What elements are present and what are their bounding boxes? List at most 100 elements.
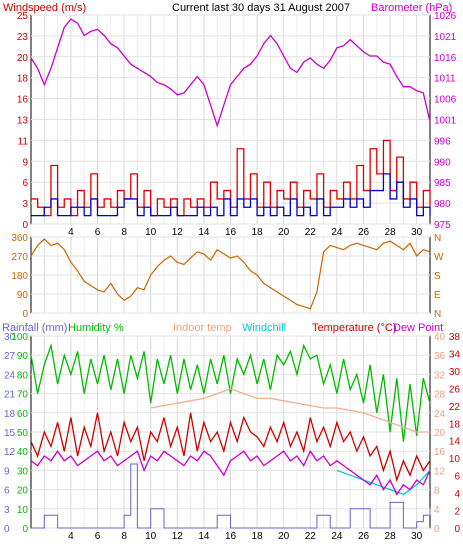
tick-label-rain: 6 xyxy=(4,486,10,497)
tick-label-right-a: 8 xyxy=(434,486,440,497)
tick-label-right-b: 34 xyxy=(449,349,461,360)
tick-label-right: 985 xyxy=(434,178,451,189)
tick-label-left: 0 xyxy=(22,524,28,535)
tick-label-left: 60 xyxy=(17,409,29,420)
tick-label-rain: 18 xyxy=(4,409,16,420)
tick-label-left: 23 xyxy=(17,32,29,43)
tick-label-rain: 15 xyxy=(4,428,16,439)
x-tick-label: 6 xyxy=(95,531,101,542)
tick-label-right-b: 22 xyxy=(449,402,461,413)
tick-label-right-b: 4 xyxy=(454,489,460,500)
x-tick-label: 16 xyxy=(225,227,237,238)
tick-label-left: 70 xyxy=(17,390,29,401)
x-tick-label: 26 xyxy=(358,227,370,238)
tick-label-right-b: 2 xyxy=(454,507,460,518)
x-tick-label: 10 xyxy=(145,227,157,238)
tick-label-right: N xyxy=(434,233,441,244)
tick-label-rain: 3 xyxy=(4,505,10,516)
barometer-axis-label: Barometer (hPa) xyxy=(371,2,452,14)
tick-label-left: 80 xyxy=(17,370,29,381)
humidity-label: Humidity % xyxy=(68,322,124,334)
x-tick-label: 14 xyxy=(198,227,210,238)
tick-label-right: 996 xyxy=(434,136,451,147)
tick-label-right: W xyxy=(434,252,444,263)
tick-label-right-a: 0 xyxy=(434,524,440,535)
tick-label-rain: 24 xyxy=(4,370,16,381)
x-tick-label: 22 xyxy=(305,531,317,542)
tick-label-right: N xyxy=(434,309,441,320)
tick-label-right-a: 40 xyxy=(434,332,446,343)
tick-label-right-b: 30 xyxy=(449,367,461,378)
windspeed-axis-label: Windspeed (m/s) xyxy=(3,2,86,14)
x-tick-label: 26 xyxy=(358,531,370,542)
tick-label-right: S xyxy=(434,271,441,282)
tick-label-rain: 12 xyxy=(4,447,16,458)
x-tick-label: 12 xyxy=(172,531,184,542)
x-tick-label: 30 xyxy=(411,227,423,238)
series-rainfall xyxy=(31,463,431,529)
dew-point-label: Dew Point xyxy=(393,322,443,334)
tick-label-right-a: 24 xyxy=(434,409,446,420)
tick-label-left: 0 xyxy=(22,309,28,320)
x-tick-label: 28 xyxy=(385,227,397,238)
x-tick-label: 28 xyxy=(385,531,397,542)
x-tick-label: 16 xyxy=(225,531,237,542)
tick-label-right: 1006 xyxy=(434,95,457,106)
tick-label-left: 30 xyxy=(17,466,29,477)
tick-label-rain: 30 xyxy=(4,332,16,343)
tick-label-left: 13 xyxy=(17,116,29,127)
tick-label-right: 980 xyxy=(434,199,451,210)
tick-label-right-b: 0 xyxy=(454,524,460,535)
tick-label-left: 10 xyxy=(17,505,29,516)
tick-label-rain: 21 xyxy=(4,390,16,401)
tick-label-right-b: 14 xyxy=(449,437,461,448)
tick-label-left: 90 xyxy=(17,290,29,301)
tick-label-left: 9 xyxy=(22,157,28,168)
tick-label-left: 50 xyxy=(17,428,29,439)
tick-label-left: 6 xyxy=(22,178,28,189)
x-tick-label: 18 xyxy=(252,531,264,542)
tick-label-right-a: 36 xyxy=(434,351,446,362)
x-tick-label: 8 xyxy=(121,531,127,542)
x-tick-label: 4 xyxy=(68,531,74,542)
tick-label-right-b: 10 xyxy=(449,454,461,465)
tick-label-left: 40 xyxy=(17,447,29,458)
series-wind-speed xyxy=(31,173,431,217)
tick-label-rain: 9 xyxy=(4,466,10,477)
tick-label-left: 270 xyxy=(11,252,28,263)
tick-label-right-a: 4 xyxy=(434,505,440,516)
tick-label-left: 18 xyxy=(17,74,29,85)
series-temperature xyxy=(30,412,431,483)
x-tick-label: 30 xyxy=(411,531,423,542)
tick-label-right: 1001 xyxy=(434,116,457,127)
x-tick-label: 14 xyxy=(198,531,210,542)
tick-label-left: 25 xyxy=(17,11,29,22)
x-tick-label: 6 xyxy=(95,227,101,238)
series-humidity xyxy=(30,343,431,442)
tick-label-left: 11 xyxy=(18,136,29,147)
x-tick-label: 18 xyxy=(252,227,264,238)
x-tick-label: 12 xyxy=(172,227,184,238)
x-tick-label: 24 xyxy=(331,227,343,238)
tick-label-left: 16 xyxy=(17,95,29,106)
chart-title: Current last 30 days 31 August 2007 xyxy=(172,2,350,14)
tick-label-right-b: 26 xyxy=(449,384,461,395)
tick-label-right-a: 32 xyxy=(434,370,446,381)
tick-label-right-a: 28 xyxy=(434,390,446,401)
tick-label-right-a: 20 xyxy=(434,428,446,439)
tick-label-left: 90 xyxy=(17,351,29,362)
tick-label-left: 3 xyxy=(22,199,28,210)
tick-label-right-b: 38 xyxy=(449,332,461,343)
series-indoor-temp xyxy=(150,388,430,433)
series-barometer xyxy=(30,18,431,128)
tick-label-right: 1021 xyxy=(434,32,457,43)
indoor-temp-label: Indoor temp xyxy=(173,322,232,334)
tick-label-right-a: 16 xyxy=(434,447,446,458)
windchill-label: Windchill xyxy=(242,322,286,334)
tick-label-left: 100 xyxy=(11,332,28,343)
tick-label-left: 20 xyxy=(17,486,29,497)
tick-label-rain: 0 xyxy=(4,524,10,535)
tick-label-right-a: 12 xyxy=(434,466,446,477)
x-tick-label: 20 xyxy=(278,531,290,542)
rainfall-label: Rainfall (mm) xyxy=(2,322,67,334)
